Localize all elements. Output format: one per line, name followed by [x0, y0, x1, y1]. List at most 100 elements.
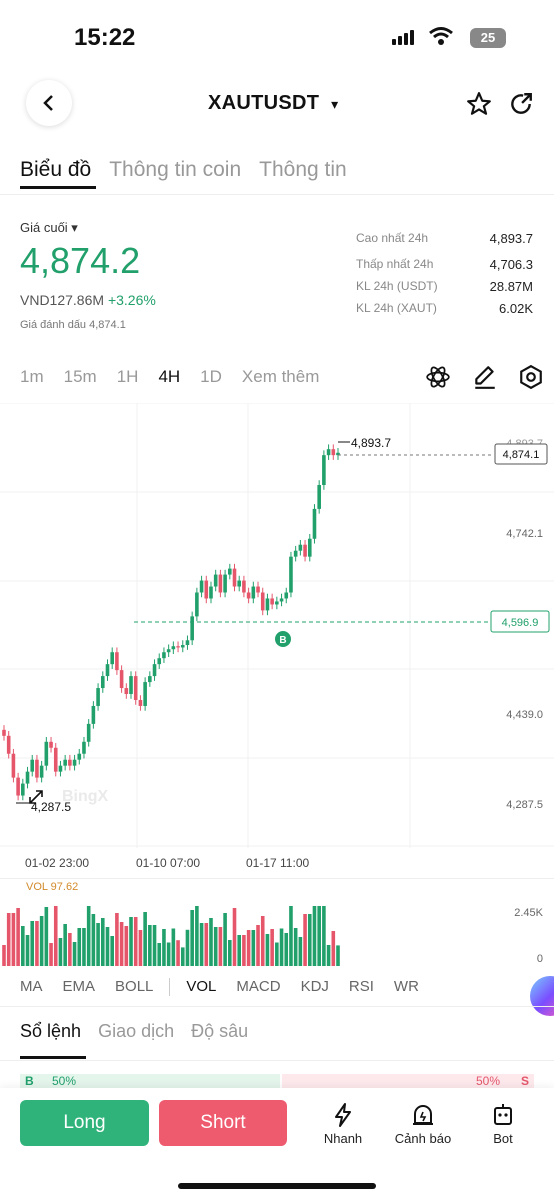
volume-bar: [21, 926, 25, 966]
candle: [119, 670, 124, 689]
candle: [223, 574, 227, 593]
ind-ema[interactable]: EMA: [62, 978, 96, 995]
volume-bar: [138, 930, 143, 966]
tf-1d[interactable]: 1D: [200, 367, 222, 386]
volume-bar: [242, 935, 246, 966]
volume-bar: [105, 927, 110, 966]
alert-button[interactable]: Cảnh báo: [391, 1102, 455, 1146]
tf-4h[interactable]: 4H: [158, 367, 181, 386]
share-icon[interactable]: [508, 91, 534, 117]
stat-high-label: Cao nhất 24h: [356, 231, 429, 245]
tf-1m[interactable]: 1m: [20, 367, 44, 386]
volume-bar: [232, 908, 237, 966]
candle: [11, 753, 16, 778]
last-price-selector[interactable]: Giá cuối ▾: [20, 220, 78, 235]
volume-bar: [166, 942, 171, 966]
volume-bar: [275, 942, 279, 966]
stat-low-label: Thấp nhất 24h: [356, 257, 434, 271]
quick-label: Nhanh: [323, 1131, 363, 1146]
candle: [176, 646, 180, 648]
quick-button[interactable]: Nhanh: [311, 1102, 375, 1146]
battery-icon: 25: [470, 28, 506, 48]
volume-bar: [195, 906, 199, 966]
sell-pct: 50%: [475, 1074, 500, 1088]
tf-15m[interactable]: 15m: [63, 367, 97, 386]
candle: [105, 664, 110, 677]
ind-rsi[interactable]: RSI: [348, 978, 374, 995]
buy-ratio-bar: B 50%: [20, 1074, 280, 1090]
ind-macd[interactable]: MACD: [236, 978, 281, 995]
divider: [0, 194, 554, 195]
tab-info[interactable]: Thông tin: [259, 158, 347, 181]
star-icon[interactable]: [466, 91, 492, 117]
ind-divider: [169, 978, 171, 996]
ind-kdj[interactable]: KDJ: [300, 978, 329, 995]
bot-button[interactable]: Bot: [471, 1102, 535, 1146]
volume-bar: [246, 930, 251, 966]
candle: [157, 658, 162, 665]
candle: [331, 449, 336, 456]
volume-bar: [133, 917, 138, 966]
short-button[interactable]: Short: [159, 1100, 287, 1146]
candle: [16, 777, 20, 796]
y-label-2: 4,742.1: [506, 528, 543, 540]
candle: [256, 586, 260, 593]
draw-pencil-icon[interactable]: [472, 364, 498, 390]
volume-bar: [218, 927, 223, 966]
buy-marker[interactable]: [275, 631, 291, 647]
volume-bar: [63, 924, 67, 966]
tab-trades[interactable]: Giao dịch: [98, 1021, 175, 1041]
volume-bar: [119, 922, 124, 966]
candle: [115, 652, 119, 671]
ind-ma[interactable]: MA: [20, 978, 43, 995]
last-price-tag: [494, 443, 548, 465]
price-chart[interactable]: B BingX 4,893.7 4,287.5 4,893.7 4,742.1 …: [0, 403, 554, 848]
volume-bar: [307, 914, 312, 966]
volume-bar: [6, 913, 11, 966]
volume-bar: [16, 908, 20, 966]
volume-bar: [30, 921, 35, 966]
candle: [260, 592, 265, 611]
sell-ratio-bar: 50% S: [282, 1074, 534, 1090]
tab-depth[interactable]: Độ sâu: [191, 1021, 249, 1041]
x-label-3: 01-17 11:00: [246, 856, 310, 870]
settings-icon[interactable]: [518, 364, 544, 390]
candle: [279, 598, 284, 602]
volume-bar: [303, 914, 307, 966]
indicator-icon[interactable]: [425, 364, 451, 390]
tf-1h[interactable]: 1H: [116, 367, 139, 386]
volume-bar: [265, 934, 270, 966]
back-button[interactable]: [26, 80, 72, 126]
ind-vol[interactable]: VOL: [186, 978, 217, 995]
ind-boll[interactable]: BOLL: [115, 978, 154, 995]
tab-orderbook[interactable]: Sổ lệnh: [20, 1021, 82, 1041]
y-label-4: 4,439.0: [506, 709, 543, 721]
status-time: 15:22: [74, 24, 136, 51]
candle: [275, 601, 279, 605]
volume-bar: [53, 906, 58, 966]
timeframe-bar: 1m 15m 1H 4H 1D Xem thêm: [20, 367, 339, 387]
tf-more[interactable]: Xem thêm: [241, 367, 320, 386]
candle: [289, 556, 293, 593]
alert-label: Cảnh báo: [394, 1131, 452, 1146]
entry-price-tag-text: 4,596.9: [502, 617, 539, 629]
vnd-price: VND127.86M: [20, 292, 105, 308]
volume-bar: [176, 940, 180, 966]
high-annotation: 4,893.7: [351, 436, 391, 450]
long-button[interactable]: Long: [20, 1100, 149, 1146]
bot-label: Bot: [493, 1131, 513, 1146]
buy-marker-label: B: [279, 635, 286, 646]
tab-chart[interactable]: Biểu đồ: [20, 158, 92, 181]
vol-min-label: 0: [537, 953, 543, 965]
expand-icon[interactable]: [29, 790, 43, 804]
assistant-bubble-icon[interactable]: [530, 976, 554, 1016]
candle: [86, 723, 91, 742]
pair-selector[interactable]: XAUTUSDT ▾: [208, 92, 338, 115]
stat-low-value: 4,706.3: [489, 257, 533, 272]
candle: [63, 759, 67, 766]
tab-coin-info[interactable]: Thông tin coin: [109, 158, 242, 181]
ind-wr[interactable]: WR: [393, 978, 419, 995]
candle: [91, 705, 96, 724]
x-label-2: 01-10 07:00: [136, 856, 201, 870]
